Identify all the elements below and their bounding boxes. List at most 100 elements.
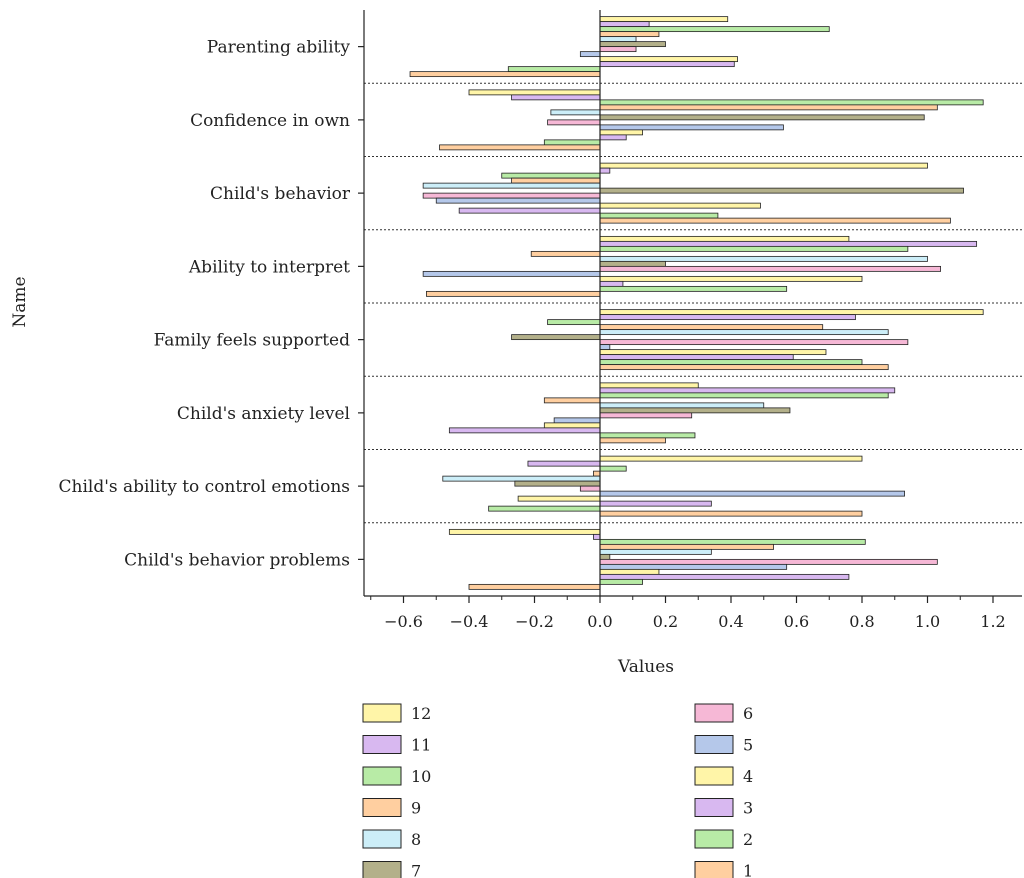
bar-series-4 bbox=[599, 275, 863, 282]
bar-series-6 bbox=[599, 558, 938, 565]
legend-label: 5 bbox=[743, 736, 753, 755]
x-tick-label: 0.2 bbox=[653, 612, 678, 631]
category-label: Child's anxiety level bbox=[177, 404, 350, 424]
category-labels: Parenting ability Confidence in own Child'… bbox=[59, 38, 351, 571]
legend-swatch bbox=[694, 766, 734, 786]
bar-series-1 bbox=[439, 144, 601, 151]
bar-series-6 bbox=[599, 265, 942, 272]
bar-series-8 bbox=[599, 548, 712, 555]
bar-series-3 bbox=[448, 427, 601, 434]
legend-label: 4 bbox=[743, 767, 753, 786]
bar-series-1 bbox=[599, 437, 666, 444]
legend-swatch bbox=[362, 798, 402, 817]
legend-swatch bbox=[362, 829, 402, 849]
x-tick-labels: −0.6 −0.4 −0.2 0.0 0.2 0.4 0.6 0.8 1.0 1.2 bbox=[384, 612, 1006, 631]
bar-series-8 bbox=[599, 255, 928, 262]
bar-series-1 bbox=[426, 290, 601, 297]
bar-series-5 bbox=[599, 563, 788, 570]
legend-label: 10 bbox=[411, 767, 431, 786]
bar-series-11 bbox=[527, 460, 601, 467]
legend-swatch bbox=[362, 861, 402, 878]
bar-series-5 bbox=[553, 417, 601, 424]
bar-series-9 bbox=[599, 31, 660, 38]
bar-series-9 bbox=[530, 250, 601, 257]
bar-series-9 bbox=[599, 104, 938, 111]
bar-series-5 bbox=[599, 490, 905, 497]
bar-series-7 bbox=[599, 41, 666, 48]
bar-series-2 bbox=[599, 285, 788, 292]
legend-label: 11 bbox=[411, 736, 431, 755]
bar-series-6 bbox=[599, 46, 637, 53]
x-tick-label: 0.4 bbox=[718, 612, 743, 631]
bar-series-4 bbox=[599, 202, 761, 209]
legend-label: 12 bbox=[411, 704, 431, 723]
legend-swatch bbox=[362, 703, 402, 723]
bar-series-7 bbox=[511, 334, 601, 341]
bar-series-5 bbox=[435, 197, 601, 204]
bar-series-2 bbox=[599, 359, 863, 366]
bar-series-10 bbox=[599, 99, 984, 106]
bar-series-3 bbox=[599, 573, 850, 580]
bar-series-9 bbox=[543, 397, 601, 404]
bar-series-12 bbox=[599, 382, 699, 389]
bar-series-8 bbox=[599, 36, 637, 43]
bar-series-12 bbox=[599, 309, 984, 316]
bar-series-7 bbox=[599, 187, 964, 194]
x-tick-label: −0.4 bbox=[450, 612, 489, 631]
bar-series-2 bbox=[599, 432, 696, 439]
bar-series-10 bbox=[599, 245, 909, 252]
bar-series-9 bbox=[599, 324, 824, 331]
x-tick-label: 1.2 bbox=[980, 612, 1005, 631]
bar-series-8 bbox=[599, 402, 765, 409]
legend-swatch bbox=[694, 798, 734, 817]
bar-series-4 bbox=[599, 349, 827, 356]
bar-series-3 bbox=[599, 134, 627, 141]
bar-series-12 bbox=[448, 528, 601, 535]
bar-series-3 bbox=[599, 354, 794, 361]
bar-series-4 bbox=[517, 495, 601, 502]
x-tick-label: −0.6 bbox=[384, 612, 423, 631]
bar-series-4 bbox=[543, 422, 601, 429]
bar-series-3 bbox=[599, 500, 712, 507]
bar-series-1 bbox=[599, 510, 863, 517]
x-tick-label: 0.0 bbox=[587, 612, 612, 631]
y-axis-title: Name bbox=[10, 276, 30, 327]
bar-series-9 bbox=[599, 543, 774, 550]
bar-series-5 bbox=[599, 344, 611, 351]
bar-series-7 bbox=[599, 260, 666, 267]
bar-series-9 bbox=[593, 470, 601, 477]
bar-series-12 bbox=[599, 455, 863, 462]
legend-swatch bbox=[694, 703, 734, 723]
x-tick-label: 1.0 bbox=[915, 612, 940, 631]
legend-label: 9 bbox=[411, 799, 421, 818]
legend: 12 11 10 9 8 7 6 5 4 3 2 1 bbox=[362, 703, 753, 878]
bar-series-10 bbox=[599, 538, 866, 545]
bar-series-6 bbox=[599, 412, 693, 419]
bar-series-4 bbox=[599, 56, 738, 63]
bar-series-10 bbox=[599, 392, 889, 399]
bar-series-2 bbox=[599, 212, 719, 219]
legend-label: 3 bbox=[743, 799, 753, 818]
category-label: Parenting ability bbox=[207, 38, 351, 58]
bar-series-10 bbox=[599, 465, 627, 472]
bar-series-7 bbox=[599, 407, 791, 414]
bar-series-12 bbox=[599, 162, 928, 169]
x-tick-label: 0.6 bbox=[784, 612, 809, 631]
bar-series-2 bbox=[488, 505, 601, 512]
bar-series-11 bbox=[511, 94, 601, 101]
bar-series-8 bbox=[599, 329, 889, 336]
bar-series-6 bbox=[547, 119, 601, 126]
bar-series-4 bbox=[599, 129, 643, 136]
bar-series-6 bbox=[422, 192, 601, 199]
legend-swatch bbox=[362, 735, 402, 754]
bar-series-10 bbox=[501, 172, 601, 179]
bar-series-11 bbox=[599, 21, 650, 28]
bar-series-5 bbox=[422, 270, 601, 277]
category-label: Confidence in own bbox=[190, 111, 350, 131]
x-tick-label: −0.2 bbox=[515, 612, 554, 631]
bar-series-1 bbox=[409, 71, 601, 78]
axes-layer bbox=[358, 10, 1022, 603]
bar-series-6 bbox=[579, 485, 601, 492]
bar-series-11 bbox=[599, 314, 856, 321]
